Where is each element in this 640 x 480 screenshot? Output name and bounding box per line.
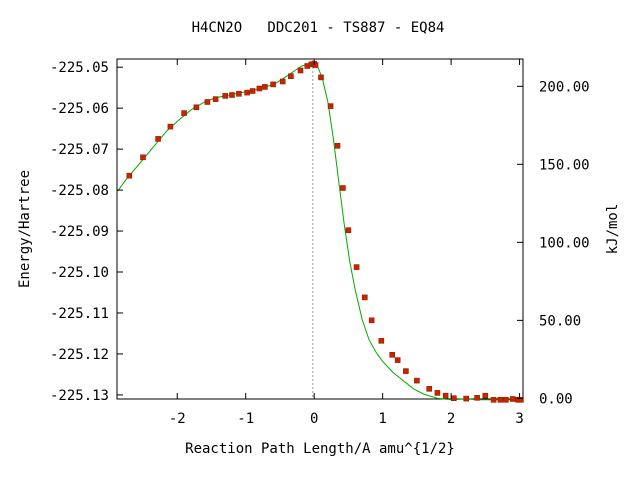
y-axis-label: Energy/Hartree	[17, 170, 33, 288]
data-point	[482, 392, 489, 399]
data-point	[155, 136, 161, 142]
data-point	[334, 143, 341, 149]
y2-tick-label: 50.00	[539, 313, 581, 329]
data-point	[518, 396, 524, 403]
data-point	[229, 92, 235, 98]
x-axis-label: Reaction Path Length/A amu^{1/2}	[185, 441, 455, 457]
chart-title: H4CN2O DDC201 - TS887 - EQ84	[192, 20, 445, 36]
y2-axis-ticks: 200.00 150.00 100.00 50.00 0.00	[517, 79, 590, 407]
data-points-layer	[126, 61, 524, 403]
data-point	[244, 89, 250, 96]
data-point	[340, 185, 346, 191]
data-point	[434, 390, 441, 396]
y-tick-label: -225.13	[50, 388, 109, 404]
data-point	[353, 264, 360, 270]
data-point	[389, 351, 396, 358]
data-point	[249, 88, 256, 94]
y-tick-label: -225.11	[50, 306, 109, 322]
y-tick-label: -225.05	[50, 60, 109, 76]
x-tick-label: -2	[169, 411, 186, 427]
y2-tick-label: 0.00	[539, 391, 573, 407]
y2-tick-label: 150.00	[539, 157, 590, 173]
x-tick-label: 3	[515, 411, 523, 427]
data-point	[378, 337, 385, 344]
data-point	[256, 85, 263, 92]
data-point	[297, 67, 304, 74]
data-point	[318, 74, 324, 81]
data-point	[509, 396, 516, 402]
data-point	[204, 99, 211, 105]
y-tick-label: -225.07	[50, 142, 109, 158]
data-point	[193, 104, 200, 111]
data-point	[426, 385, 433, 392]
x-tick-label: -1	[237, 411, 254, 427]
data-point	[327, 103, 334, 109]
data-point	[288, 73, 294, 79]
data-point	[442, 392, 449, 399]
data-point	[236, 91, 242, 97]
y-axis-ticks: -225.05 -225.06 -225.07 -225.08 -225.09 -225.…	[50, 60, 123, 404]
data-point	[312, 62, 319, 68]
data-point	[450, 395, 457, 402]
y-tick-label: -225.08	[50, 183, 109, 199]
data-point	[167, 123, 174, 130]
x-tick-label: 0	[310, 411, 318, 427]
data-point	[490, 396, 497, 403]
data-point	[368, 317, 375, 324]
data-point	[140, 154, 146, 161]
data-point	[279, 78, 286, 85]
data-point	[463, 395, 470, 402]
energy-curve-layer	[116, 63, 523, 401]
data-point	[181, 110, 187, 116]
y-tick-label: -225.06	[50, 101, 109, 117]
data-point	[126, 172, 133, 179]
plot-frame	[116, 58, 524, 400]
data-point	[222, 93, 228, 99]
y2-axis-label: kJ/mol	[605, 204, 621, 255]
x-tick-label: 2	[447, 411, 455, 427]
y-tick-label: -225.12	[50, 347, 109, 363]
energy-curve	[116, 63, 523, 401]
y2-tick-label: 200.00	[539, 79, 590, 95]
data-point	[503, 396, 509, 403]
x-axis-ticks: -2 -1 0 1 2 3	[169, 59, 524, 427]
data-point	[394, 357, 401, 363]
data-point	[497, 396, 504, 403]
data-point	[212, 96, 219, 102]
y2-tick-label: 100.00	[539, 235, 590, 251]
y-tick-label: -225.10	[50, 265, 109, 281]
data-point	[345, 227, 352, 233]
data-point	[361, 294, 368, 301]
y-tick-label: -225.09	[50, 224, 109, 240]
data-point	[403, 368, 409, 374]
data-point	[474, 394, 480, 401]
x-tick-label: 1	[378, 411, 386, 427]
data-point	[262, 84, 268, 90]
data-point	[414, 377, 420, 384]
data-point	[270, 81, 276, 88]
